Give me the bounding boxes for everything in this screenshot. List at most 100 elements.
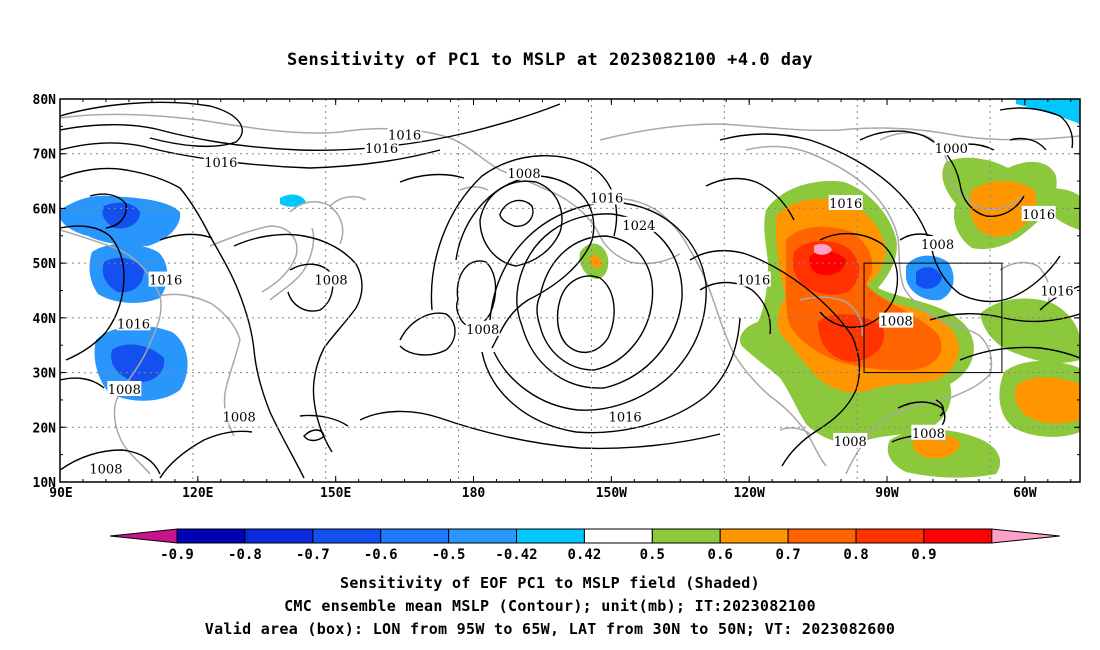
colorbar-label: 0.7 xyxy=(775,547,800,563)
contour-label-bg xyxy=(911,424,946,440)
colorbar-label: 0.6 xyxy=(708,547,733,563)
lat-tick-label: 20N xyxy=(33,421,57,436)
contour-label: 1008 xyxy=(89,462,122,477)
lat-tick-label: 80N xyxy=(33,93,57,108)
colorbar-low-extend xyxy=(109,528,178,544)
positive-patch xyxy=(980,298,1080,363)
caption-valid-area: Valid area (box): LON from 95W to 65W, L… xyxy=(204,620,896,638)
colorbar-label: -0.5 xyxy=(432,547,466,563)
caption-shading: Sensitivity of EOF PC1 to MSLP field (Sh… xyxy=(340,574,760,592)
map-title: Sensitivity of PC1 to MSLP at 2023082100… xyxy=(286,50,813,70)
contour-label-bg xyxy=(222,408,257,424)
contour-label: 1016 xyxy=(609,410,642,425)
contour-label-bg xyxy=(387,126,422,142)
positive-patch xyxy=(1040,188,1080,230)
contour-label: 1024 xyxy=(622,219,655,234)
contour-label: 1016 xyxy=(365,142,398,157)
valid-area-box xyxy=(863,262,1003,374)
colorbar-swatch xyxy=(176,528,246,544)
contour-label-bg xyxy=(879,312,914,328)
colorbar-swatch xyxy=(380,528,450,544)
colorbar-swatch xyxy=(448,528,518,544)
colorbar-label: 0.42 xyxy=(568,547,602,563)
lat-tick-label: 30N xyxy=(33,367,57,382)
gridlines xyxy=(60,99,1080,482)
contour-label-bg xyxy=(833,432,868,448)
contour-label-bg xyxy=(203,153,238,169)
contour-label-bg xyxy=(828,194,863,210)
positive-patch xyxy=(818,314,885,362)
contour-label-bg xyxy=(116,315,151,331)
contour-label: 1016 xyxy=(590,191,623,206)
lon-tick-label: 90E xyxy=(49,486,72,501)
contour-label: 1008 xyxy=(508,167,541,182)
colorbar-swatch xyxy=(855,528,925,544)
negative-patch xyxy=(102,202,140,229)
contour-label: 1000 xyxy=(935,142,968,157)
contour-label: 1016 xyxy=(829,197,862,212)
lon-tick-label: 120E xyxy=(182,486,213,501)
contour-label-bg xyxy=(88,460,123,476)
caption-contour: CMC ensemble mean MSLP (Contour); unit(m… xyxy=(284,597,816,615)
contour-label-bg xyxy=(148,271,183,287)
contour-label: 1008 xyxy=(880,315,913,330)
lon-tick-labels: 90E 120E 150E 180 150W 120W 90W 60W xyxy=(49,486,1037,501)
colorbar-swatch xyxy=(312,528,382,544)
contour-label: 1016 xyxy=(388,129,421,144)
colorbar-label: -0.42 xyxy=(495,547,537,563)
contour-label: 1008 xyxy=(921,238,954,253)
colorbar-label: 0.5 xyxy=(640,547,665,563)
contour-label: 1016 xyxy=(1040,285,1073,300)
colorbar-swatch xyxy=(244,528,314,544)
contour-label-bg xyxy=(1021,205,1056,221)
colorbar-swatch xyxy=(923,528,993,544)
coastlines xyxy=(60,113,1080,475)
contour-label: 1008 xyxy=(466,323,499,338)
lat-tick-label: 40N xyxy=(33,312,57,327)
positive-patch xyxy=(1014,377,1080,424)
contour-label: 1016 xyxy=(149,274,182,289)
contour-label-bg xyxy=(1040,282,1075,298)
contour-label-bg xyxy=(934,140,969,156)
positive-patch xyxy=(590,254,602,269)
negative-patch xyxy=(280,194,306,207)
lon-tick-label: 150W xyxy=(596,486,627,501)
contour-label: 1016 xyxy=(737,274,770,289)
colorbar-swatch xyxy=(787,528,857,544)
colorbar-label: 0.8 xyxy=(843,547,868,563)
contour-label: 1016 xyxy=(1022,208,1055,223)
contour-label-bg xyxy=(364,140,399,156)
colorbar-high-extend xyxy=(991,528,1060,544)
colorbar-swatch xyxy=(719,528,789,544)
contour-label: 1008 xyxy=(108,383,141,398)
lat-tick-label: 60N xyxy=(33,202,57,217)
contour-label: 1016 xyxy=(117,317,150,332)
contour-label-bg xyxy=(507,164,542,180)
contour-label-bg xyxy=(736,271,771,287)
lat-tick-labels: 80N 70N 60N 50N 40N 30N 20N 10N xyxy=(33,93,57,491)
colorbar-labels: -0.9 -0.8 -0.7 -0.6 -0.5 -0.42 0.42 0.5 0.6 0.7 0.… xyxy=(160,547,936,563)
contour-label-bg xyxy=(621,216,656,232)
contour-label: 1008 xyxy=(834,435,867,450)
contour-label: 1008 xyxy=(912,427,945,442)
colorbar-swatch xyxy=(651,528,721,544)
contour-label: 1008 xyxy=(315,274,348,289)
lon-tick-label: 60W xyxy=(1013,486,1037,501)
colorbar-label: -0.8 xyxy=(228,547,262,563)
colorbar-label: -0.7 xyxy=(296,547,330,563)
lat-tick-label: 50N xyxy=(33,257,57,272)
colorbar xyxy=(109,528,1060,544)
positive-patch xyxy=(809,251,846,276)
colorbar-label: 0.9 xyxy=(911,547,936,563)
colorbar-swatch xyxy=(583,528,653,544)
contour-label-bg xyxy=(589,189,624,205)
lon-tick-label: 180 xyxy=(462,486,486,501)
lat-tick-label: 10N xyxy=(33,476,57,491)
axis-ticks xyxy=(59,98,1080,483)
contour-label-bg xyxy=(608,408,643,424)
lat-tick-label: 70N xyxy=(33,148,57,163)
contour-label-bg xyxy=(107,380,142,396)
colorbar-swatch xyxy=(516,528,585,544)
